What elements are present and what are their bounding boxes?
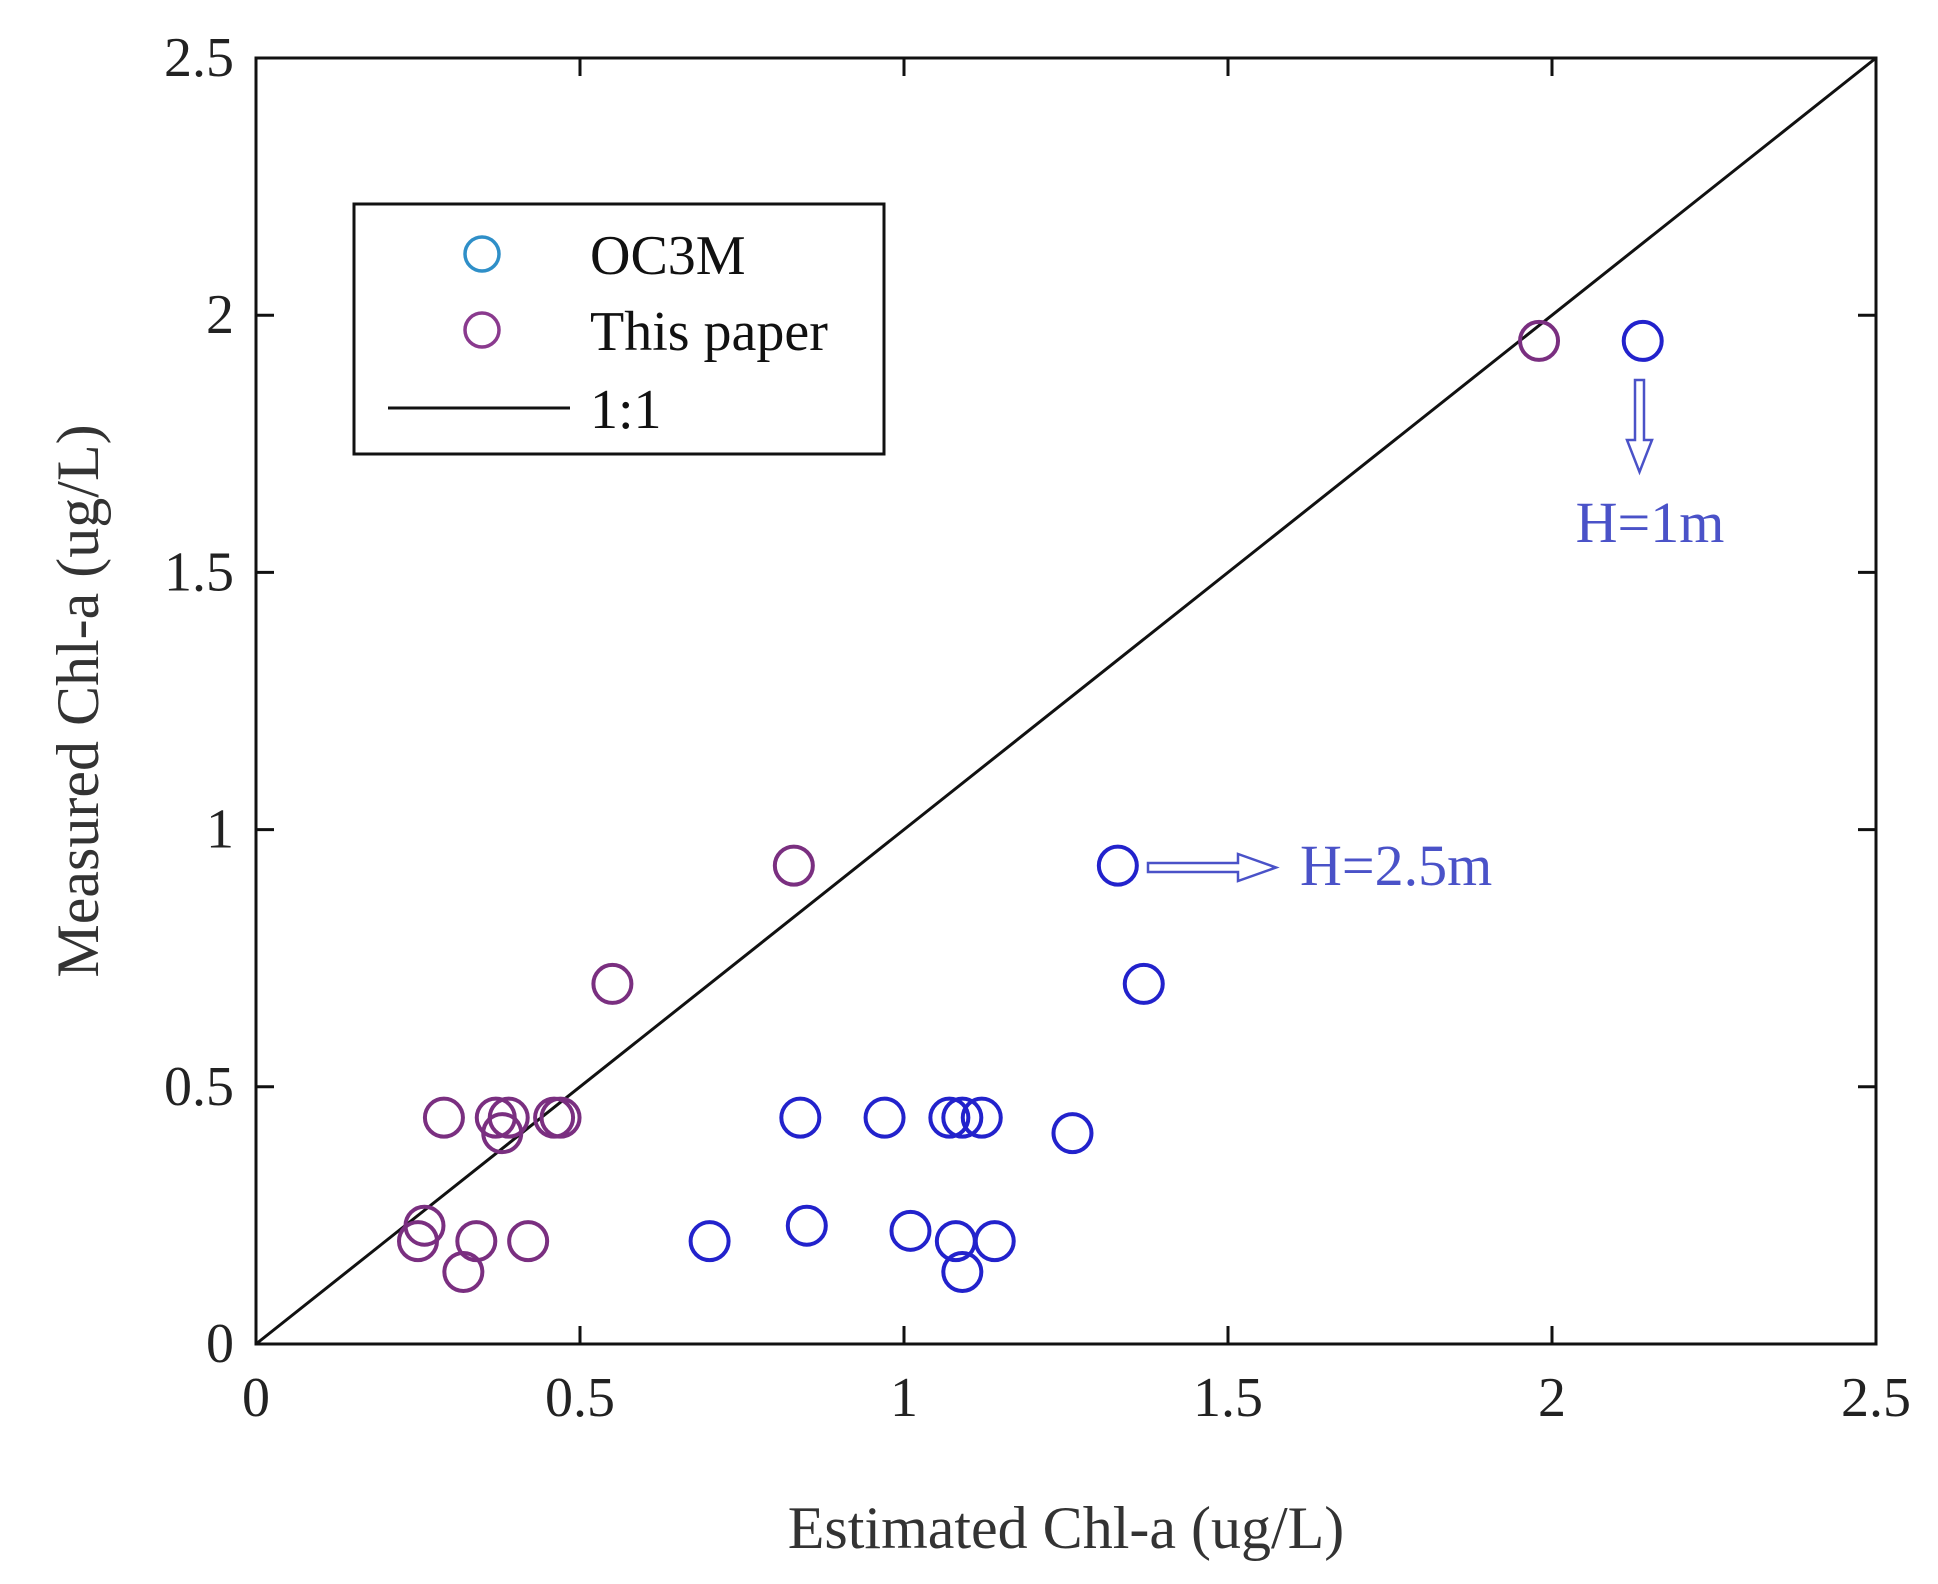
point-oc3m <box>941 1096 984 1139</box>
point-oc3m <box>973 1220 1016 1263</box>
point-this-paper <box>422 1096 465 1139</box>
legend-label-one-to-one: 1:1 <box>590 379 662 441</box>
one-to-one-line <box>255 56 1877 1346</box>
y-tick-label: 1.5 <box>164 541 234 603</box>
x-tick-label: 0 <box>242 1367 270 1429</box>
point-oc3m <box>941 1250 984 1293</box>
point-oc3m <box>1122 962 1165 1005</box>
point-oc3m <box>1051 1112 1094 1155</box>
point-oc3m <box>1621 319 1664 362</box>
x-axis-title: Estimated Chl-a (ug/L) <box>788 1495 1345 1561</box>
point-oc3m <box>889 1209 932 1252</box>
point-this-paper <box>487 1096 530 1139</box>
point-oc3m <box>688 1220 731 1263</box>
point-this-paper <box>507 1220 550 1263</box>
point-oc3m <box>1096 844 1139 887</box>
x-tick-label: 1 <box>890 1367 918 1429</box>
annotation-h25m: H=2.5m <box>1146 833 1492 898</box>
down-arrow-icon <box>1625 378 1654 476</box>
y-tick-label: 1 <box>206 799 234 861</box>
point-oc3m <box>928 1096 971 1139</box>
annotation-h1m: H=1m <box>1576 378 1725 555</box>
point-oc3m <box>960 1096 1003 1139</box>
point-this-paper <box>539 1096 582 1139</box>
y-axis-title: Measured Chl-a (ug/L) <box>45 424 111 977</box>
y-tick-label: 0 <box>206 1313 234 1375</box>
legend-label-oc3m: OC3M <box>590 225 746 287</box>
legend-marker-this-paper <box>463 311 501 349</box>
point-this-paper <box>1518 319 1561 362</box>
point-this-paper <box>591 962 634 1005</box>
legend: OC3M This paper 1:1 <box>352 202 886 456</box>
point-this-paper <box>403 1204 446 1247</box>
annotation-h25m-label: H=2.5m <box>1300 833 1492 898</box>
y-tick-label: 2 <box>206 284 234 346</box>
point-oc3m <box>785 1204 828 1247</box>
legend-marker-oc3m <box>463 235 501 273</box>
plot-area-frame <box>254 56 1878 1346</box>
point-oc3m <box>779 1096 822 1139</box>
x-tick-label: 2 <box>1538 1367 1566 1429</box>
x-tick-label: 0.5 <box>545 1367 615 1429</box>
x-tick-label: 1.5 <box>1193 1367 1263 1429</box>
point-this-paper <box>772 844 815 887</box>
x-tick-label: 2.5 <box>1841 1367 1911 1429</box>
legend-label-this-paper: This paper <box>590 301 828 363</box>
legend-box <box>352 202 886 456</box>
annotation-h1m-label: H=1m <box>1576 490 1725 555</box>
data-points <box>397 319 1664 1293</box>
y-tick-label: 2.5 <box>164 27 234 89</box>
point-this-paper <box>442 1250 485 1293</box>
tick-labels: 0 0.5 1 1.5 2 2.5 0 0.5 1 1.5 2 2.5 <box>164 27 1911 1429</box>
right-arrow-icon <box>1146 852 1280 883</box>
y-tick-label: 0.5 <box>164 1056 234 1118</box>
point-oc3m <box>863 1096 906 1139</box>
